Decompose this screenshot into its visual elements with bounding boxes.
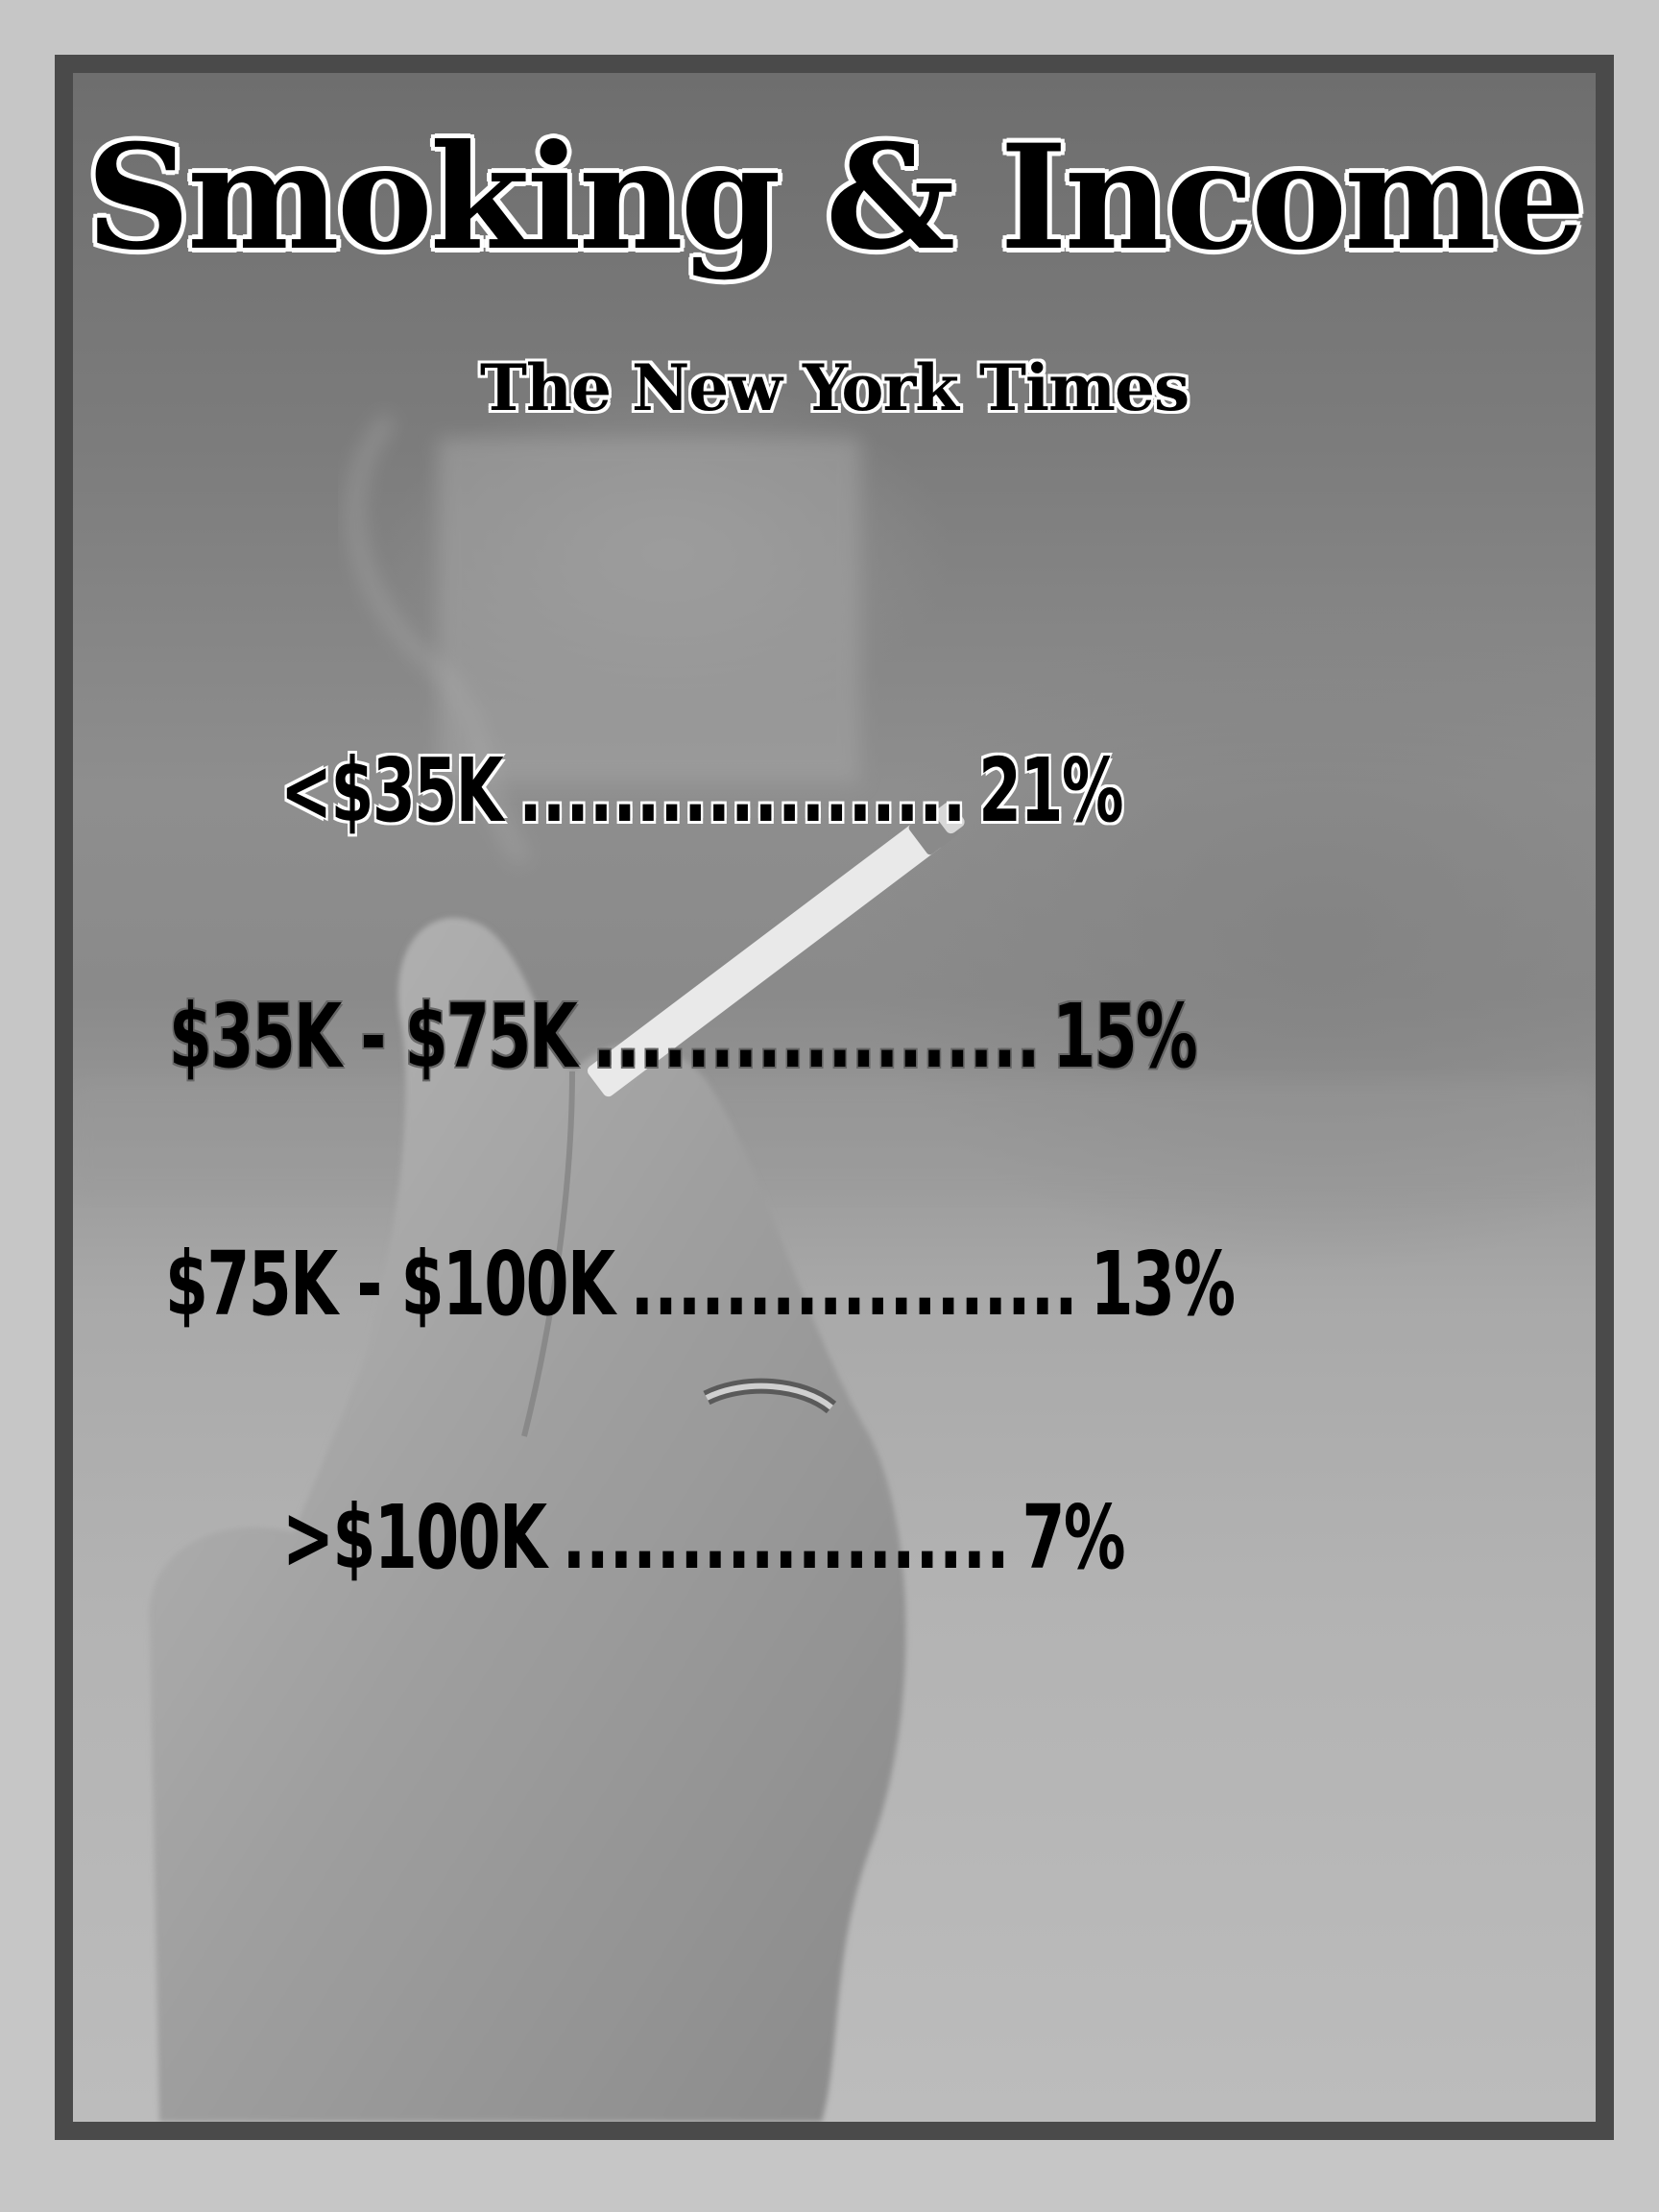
income-row-35k-75k: $35K - $75K ............................… <box>169 985 1198 1088</box>
income-bracket-label: <$35K <box>280 739 504 842</box>
source-credit: The New York Times <box>479 350 1190 425</box>
income-bracket-label: >$100K <box>282 1486 547 1589</box>
hand-with-cigarette-image <box>73 413 1596 2122</box>
income-bracket-label: $75K - $100K <box>165 1233 615 1335</box>
poster-title: Smoking & Income <box>85 113 1586 282</box>
income-row-75k-100k: $75K - $100K ...........................… <box>165 1233 1236 1335</box>
dot-leader: .................................... <box>592 985 1042 1088</box>
income-row-under-35k: <$35K ..................................… <box>280 739 1124 842</box>
smoking-rate-value: 7% <box>1022 1486 1126 1589</box>
background-photo <box>73 73 1596 2122</box>
dot-leader: .................................... <box>518 739 968 842</box>
smoking-rate-value: 15% <box>1052 985 1197 1088</box>
smoking-rate-value: 13% <box>1090 1233 1236 1335</box>
income-bracket-label: $35K - $75K <box>169 985 578 1088</box>
income-row-over-100k: >$100K .................................… <box>282 1486 1126 1589</box>
dot-leader: .................................... <box>562 1486 1012 1589</box>
smoking-rate-value: 21% <box>978 739 1123 842</box>
dot-leader: .................................... <box>630 1233 1080 1335</box>
